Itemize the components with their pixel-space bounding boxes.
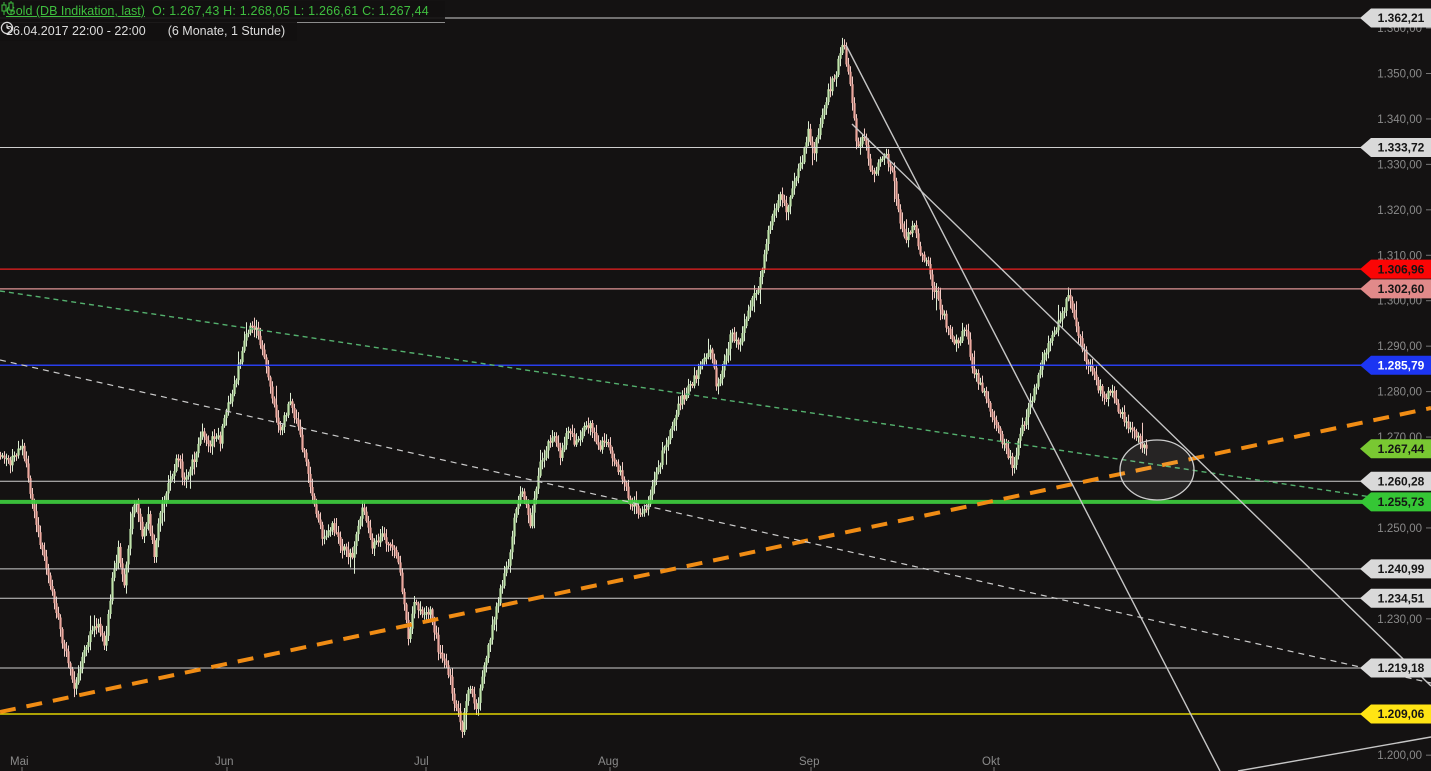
descending-green-dotted[interactable]	[0, 290, 1431, 507]
price-badge[interactable]	[1360, 355, 1431, 375]
x-axis-month-label: Jun	[215, 756, 234, 768]
price-badge[interactable]	[1360, 138, 1431, 157]
candlesticks	[0, 37, 1148, 738]
trendlines	[0, 44, 1431, 771]
price-badge[interactable]	[1360, 259, 1431, 279]
y-axis-tick-label: 1.350,00	[1377, 69, 1422, 81]
y-axis-tick-label: 1.310,00	[1377, 250, 1422, 262]
price-badge-label: 1.240,99	[1378, 562, 1425, 576]
price-badge[interactable]	[1360, 8, 1431, 28]
price-badge[interactable]	[1360, 492, 1431, 512]
clock-icon	[0, 21, 14, 35]
time-range-bar: 26.04.2017 22:00 - 22:00 (6 Monate, 1 St…	[0, 21, 298, 41]
y-axis-tick-label: 1.250,00	[1377, 523, 1422, 535]
y-axis-tick-label: 1.230,00	[1377, 614, 1422, 626]
price-badge-label: 1.306,96	[1378, 262, 1425, 276]
chart-legend: Gold (DB Indikation, last) O: 1.267,43 H…	[0, 1, 445, 23]
price-badge[interactable]	[1360, 658, 1431, 678]
date-range: 26.04.2017 22:00 - 22:00	[6, 24, 146, 38]
x-axis-month-label: Sep	[799, 756, 819, 768]
y-axis-tick-label: 1.200,00	[1377, 750, 1422, 762]
steep-downtrend-1[interactable]	[845, 44, 1221, 771]
y-axis-tick-label: 1.330,00	[1377, 159, 1422, 171]
ohlc-values: O: 1.267,43 H: 1.268,05 L: 1.266,61 C: 1…	[151, 4, 429, 18]
price-badge[interactable]	[1360, 279, 1431, 299]
ellipse-annotation[interactable]	[1119, 439, 1195, 501]
x-axis-month-label: Okt	[982, 756, 1001, 768]
y-axis-tick-label: 1.280,00	[1377, 387, 1422, 399]
price-badge-label: 1.219,18	[1378, 661, 1425, 675]
rising-line-bottom-right[interactable]	[1237, 736, 1431, 771]
price-badge-label: 1.260,28	[1378, 474, 1425, 488]
timeframe: (6 Monate, 1 Stunde)	[167, 24, 286, 38]
x-axis: Mai Jun Jul Aug Sep Okt	[10, 756, 1001, 771]
x-axis-month-label: Aug	[598, 756, 618, 768]
price-badge-label: 1.362,21	[1378, 11, 1425, 25]
price-badge-label: 1.209,06	[1378, 707, 1425, 721]
x-axis-month-label: Mai	[10, 756, 29, 768]
price-badge-label: 1.234,51	[1378, 592, 1425, 606]
descending-white-dotted[interactable]	[0, 359, 1431, 684]
price-badge[interactable]	[1360, 704, 1431, 724]
price-badge-label: 1.333,72	[1378, 141, 1425, 155]
price-badge-label: 1.255,73	[1378, 495, 1425, 509]
y-axis-tick-label: 1.290,00	[1377, 341, 1422, 353]
price-badge[interactable]	[1360, 559, 1431, 579]
y-axis-tick-label: 1.340,00	[1377, 114, 1422, 126]
price-badge-label: 1.302,60	[1378, 282, 1425, 296]
price-badge-label: 1.267,44	[1378, 442, 1425, 456]
x-axis-month-label: Jul	[414, 756, 429, 768]
ascending-support-orange[interactable]	[0, 406, 1431, 714]
price-badge[interactable]	[1360, 588, 1431, 608]
y-axis-tick-label: 1.320,00	[1377, 205, 1422, 217]
price-badge[interactable]	[1360, 439, 1431, 459]
candlestick-icon	[1, 1, 14, 15]
price-badge-label: 1.285,79	[1378, 359, 1425, 373]
price-badges: 1.362,21 1.333,72 1.306,96 1.302,60 1.285,79…	[1360, 8, 1431, 724]
y-axis: 1.360,001.350,001.340,001.330,001.320,00…	[1377, 23, 1431, 762]
price-badge[interactable]	[1360, 471, 1431, 491]
y-axis-tick-label: 1.300,00	[1377, 296, 1422, 308]
instrument-title[interactable]: Gold (DB Indikation, last)	[6, 4, 145, 18]
steep-downtrend-2[interactable]	[851, 123, 1431, 687]
price-level-lines	[0, 17, 1363, 715]
